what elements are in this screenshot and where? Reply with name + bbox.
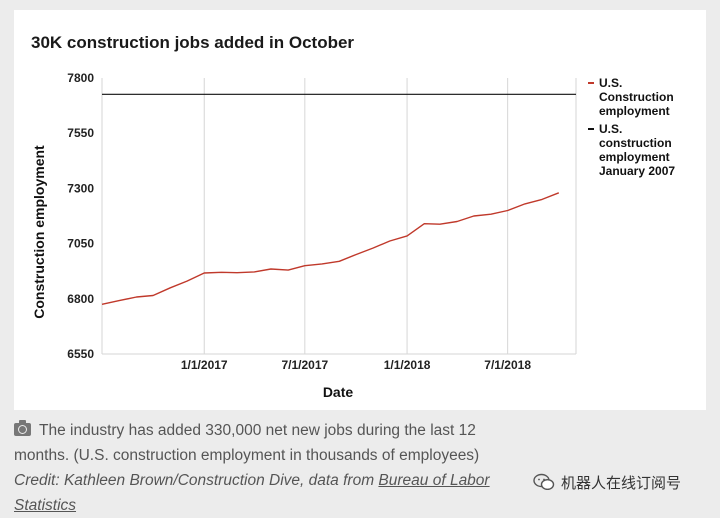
x-tick-label: 7/1/2018 xyxy=(484,358,531,372)
y-tick-label: 7300 xyxy=(67,181,94,195)
watermark: 机器人在线订阅号 xyxy=(533,470,681,494)
x-tick-label: 1/1/2018 xyxy=(384,358,431,372)
wechat-icon xyxy=(533,473,555,491)
x-axis-label: Date xyxy=(323,384,354,400)
caption-text: The industry has added 330,000 net new j… xyxy=(14,422,480,464)
y-axis-ticks: 7800 7550 7300 7050 6800 6550 xyxy=(67,71,94,361)
legend-entry: U.S. Construction employment xyxy=(599,76,674,118)
x-axis-ticks: 1/1/2017 7/1/2017 1/1/2018 7/1/2018 xyxy=(181,358,531,372)
figure-caption: The industry has added 330,000 net new j… xyxy=(14,418,514,518)
series-lines xyxy=(101,93,576,305)
y-tick-label: 7800 xyxy=(67,71,94,85)
chart-title: 30K construction jobs added in October xyxy=(31,33,354,52)
y-tick-label: 6800 xyxy=(67,292,94,306)
y-tick-label: 6550 xyxy=(67,347,94,361)
bls-source-link[interactable]: Bureau of Labor Statistics xyxy=(14,472,490,514)
legend-entry: U.S. construction employment January 2007 xyxy=(599,122,675,178)
y-axis-label: Construction employment xyxy=(31,145,47,319)
x-tick-label: 7/1/2017 xyxy=(281,358,328,372)
watermark-text: 机器人在线订阅号 xyxy=(561,473,682,492)
y-tick-label: 7550 xyxy=(67,126,94,140)
y-tick-label: 7050 xyxy=(67,237,94,251)
camera-icon xyxy=(14,420,31,436)
gridlines xyxy=(101,78,577,355)
x-tick-label: 1/1/2017 xyxy=(181,358,228,372)
chart: 30K construction jobs added in October 7… xyxy=(31,33,675,400)
chart-card: 30K construction jobs added in October 7… xyxy=(14,10,706,410)
caption-credit: Credit: Kathleen Brown/Construction Dive… xyxy=(14,472,379,489)
series-line-construction-employment xyxy=(101,192,560,305)
